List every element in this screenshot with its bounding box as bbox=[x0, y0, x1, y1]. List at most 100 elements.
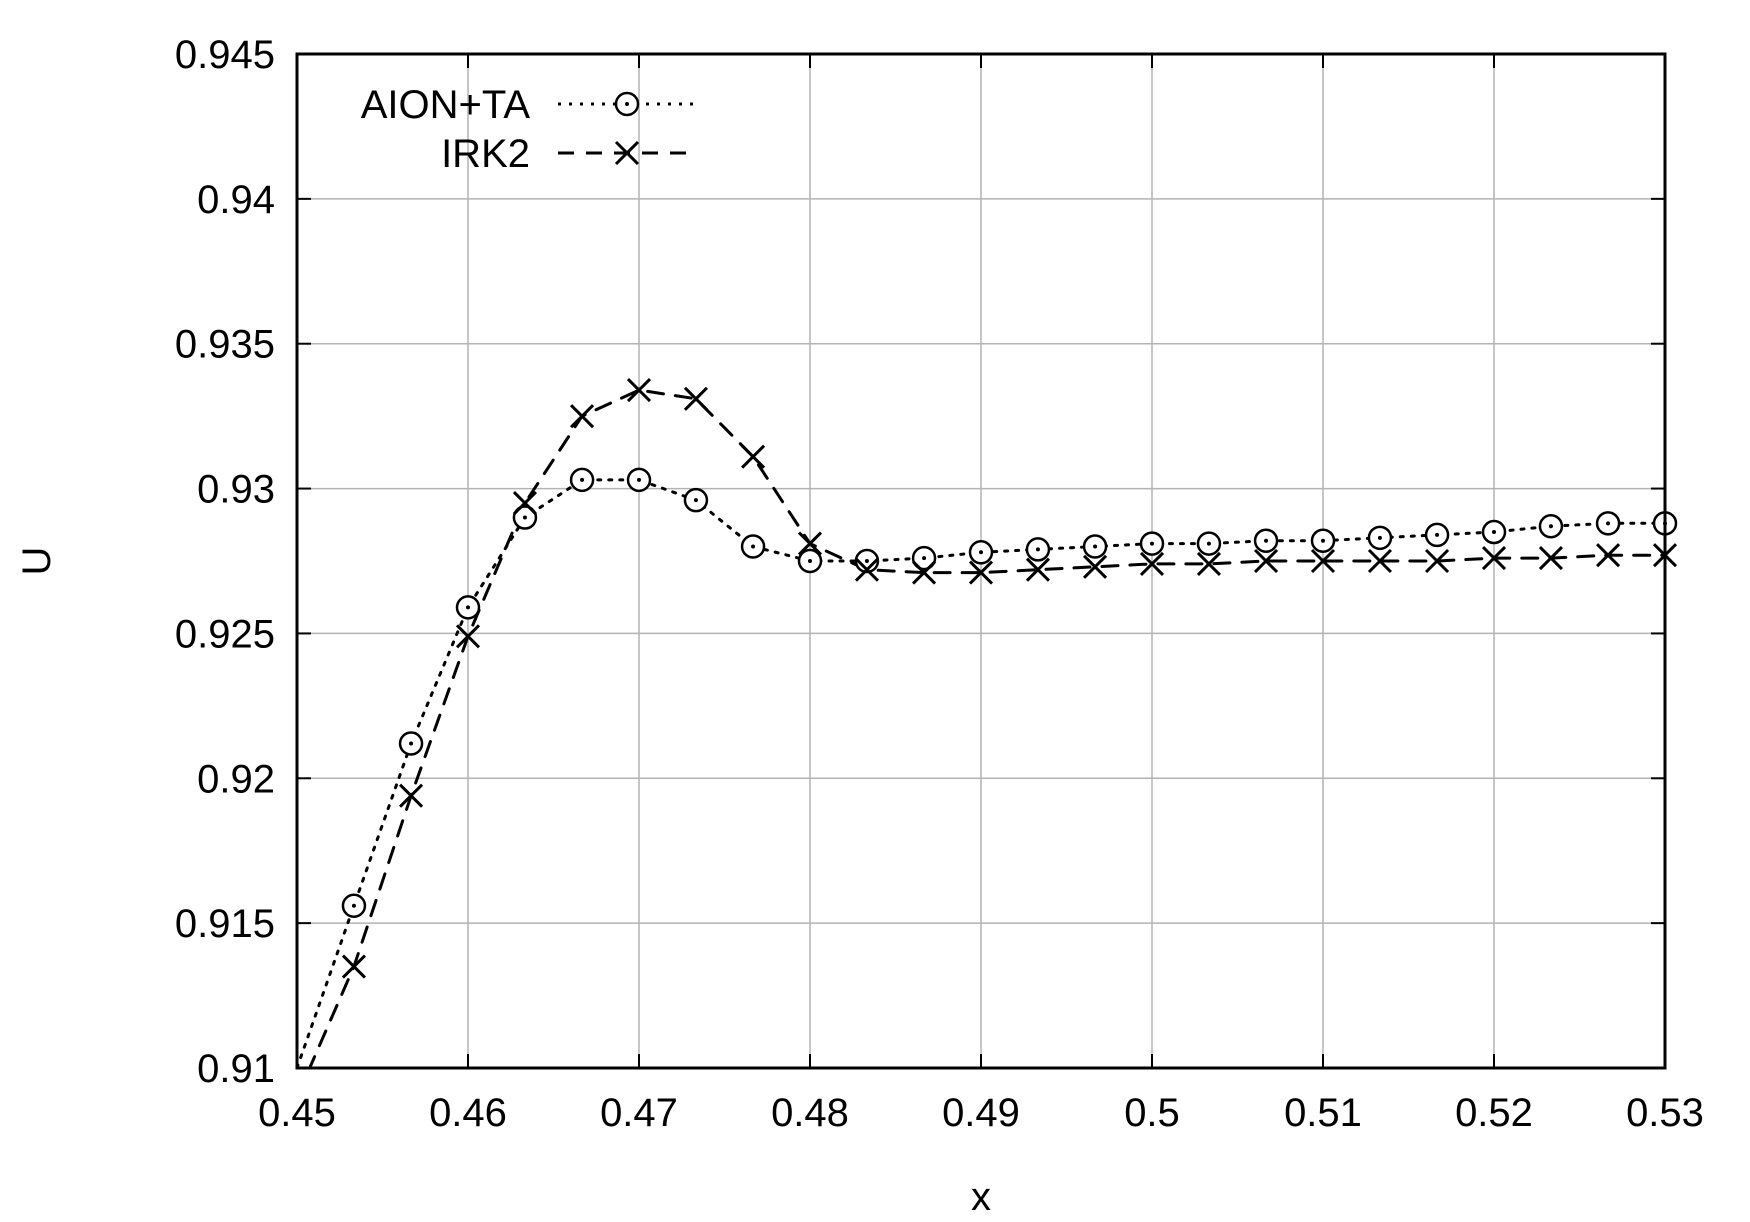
data-point-1-4 bbox=[512, 490, 538, 516]
x-tick-label: 0.49 bbox=[942, 1091, 1020, 1135]
tick-labels: 0.45 0.46 0.47 0.48 0.49 0.5 0.51 0.52 0.53 0.91 0… bbox=[175, 33, 1704, 1135]
data-point-0-18-dot bbox=[1321, 538, 1325, 543]
data-point-0-15 bbox=[1139, 531, 1165, 556]
data-point-0-11-dot bbox=[922, 556, 927, 561]
data-point-0-3 bbox=[455, 595, 481, 620]
data-point-0-5-dot bbox=[580, 477, 585, 482]
y-axis-label: U bbox=[15, 547, 59, 576]
data-point-1-19 bbox=[1367, 548, 1393, 574]
y-tick-label: 0.93 bbox=[197, 468, 275, 512]
y-tick-label: 0.925 bbox=[175, 612, 275, 656]
data-point-0-14-dot bbox=[1093, 544, 1098, 549]
data-point-0-2 bbox=[398, 731, 424, 756]
data-point-1-11 bbox=[911, 560, 937, 585]
data-point-1-18 bbox=[1310, 548, 1336, 574]
data-point-1-5 bbox=[569, 404, 595, 429]
x-tick-label: 0.52 bbox=[1455, 1091, 1533, 1135]
y-tick-label: 0.91 bbox=[197, 1047, 275, 1091]
data-point-0-6 bbox=[626, 467, 652, 493]
data-point-0-10 bbox=[854, 548, 880, 574]
data-point-1-17 bbox=[1253, 548, 1279, 574]
data-point-1-14 bbox=[1082, 554, 1108, 579]
legend-marker-0-dot bbox=[625, 102, 629, 106]
data-point-1-13 bbox=[1025, 557, 1051, 582]
data-point-0-12 bbox=[968, 540, 994, 565]
y-tick-label: 0.915 bbox=[175, 902, 275, 946]
x-tick-label: 0.46 bbox=[429, 1091, 507, 1135]
data-point-1-3 bbox=[455, 624, 481, 649]
legend-label-aion-ta: AION+TA bbox=[361, 83, 531, 127]
data-point-1-6 bbox=[626, 378, 652, 403]
data-point-0-7-dot bbox=[693, 498, 698, 503]
data-point-1-15 bbox=[1139, 551, 1165, 576]
data-point-0-11 bbox=[911, 545, 937, 571]
data-point-0-9-dot bbox=[808, 559, 812, 563]
data-point-0-4-dot bbox=[522, 515, 527, 520]
data-point-0-22 bbox=[1538, 513, 1564, 539]
data-point-1-2 bbox=[398, 783, 424, 808]
data-point-0-20-dot bbox=[1435, 532, 1440, 537]
data-point-0-12-dot bbox=[979, 550, 983, 555]
data-point-1-22 bbox=[1538, 546, 1564, 571]
data-point-0-8-dot bbox=[751, 544, 756, 549]
data-point-1-20 bbox=[1424, 548, 1450, 574]
y-tick-label: 0.935 bbox=[175, 323, 275, 367]
x-tick-label: 0.47 bbox=[600, 1091, 678, 1135]
legend-marker-0 bbox=[614, 91, 640, 117]
data-point-0-19-dot bbox=[1377, 535, 1382, 540]
data-point-1-1 bbox=[341, 954, 367, 979]
x-tick-label: 0.5 bbox=[1124, 1091, 1180, 1135]
data-point-0-17 bbox=[1253, 528, 1279, 553]
x-tick-label: 0.51 bbox=[1284, 1091, 1362, 1135]
data-point-1-8 bbox=[740, 444, 766, 469]
data-point-0-22-dot bbox=[1548, 524, 1553, 529]
marker-layer bbox=[341, 378, 1678, 979]
data-point-0-16 bbox=[1196, 531, 1222, 556]
y-tick-label: 0.94 bbox=[197, 178, 275, 222]
data-point-0-17-dot bbox=[1264, 538, 1269, 543]
y-tick-label: 0.945 bbox=[175, 33, 275, 77]
data-point-0-6-dot bbox=[637, 477, 641, 482]
data-point-0-15-dot bbox=[1150, 541, 1154, 546]
data-point-1-21 bbox=[1481, 546, 1507, 571]
data-point-0-23 bbox=[1595, 511, 1621, 536]
data-point-0-8 bbox=[740, 534, 766, 559]
data-point-0-13 bbox=[1025, 537, 1051, 562]
x-tick-label: 0.48 bbox=[771, 1091, 849, 1135]
data-point-0-21 bbox=[1481, 519, 1507, 545]
y-tick-label: 0.92 bbox=[197, 757, 275, 801]
data-point-0-13-dot bbox=[1035, 547, 1040, 552]
legend: AION+TA IRK2 bbox=[361, 83, 693, 176]
legend-sample-aion-ta bbox=[558, 91, 693, 117]
ticks bbox=[296, 53, 1666, 1069]
data-point-0-19 bbox=[1367, 525, 1393, 551]
data-point-1-23 bbox=[1595, 543, 1621, 568]
data-point-1-10 bbox=[854, 557, 880, 582]
data-point-0-2-dot bbox=[409, 741, 414, 746]
x-tick-label: 0.45 bbox=[258, 1091, 336, 1135]
legend-marker-1 bbox=[614, 140, 640, 166]
data-point-0-3-dot bbox=[466, 605, 470, 610]
data-point-0-21-dot bbox=[1492, 530, 1496, 535]
x-axis-label: x bbox=[971, 1175, 991, 1219]
data-point-0-23-dot bbox=[1606, 521, 1611, 526]
data-point-0-16-dot bbox=[1206, 541, 1211, 546]
data-point-1-7 bbox=[683, 386, 709, 411]
data-point-1-12 bbox=[968, 560, 994, 585]
data-point-0-18 bbox=[1310, 528, 1336, 553]
data-point-0-10-dot bbox=[864, 559, 869, 563]
data-point-0-9 bbox=[797, 548, 823, 574]
data-point-0-1-dot bbox=[351, 903, 356, 908]
data-point-0-4 bbox=[512, 505, 538, 530]
legend-label-irk2: IRK2 bbox=[441, 132, 530, 176]
data-point-0-7 bbox=[683, 487, 709, 513]
data-point-1-9 bbox=[797, 531, 823, 556]
data-point-0-5 bbox=[569, 467, 595, 493]
data-point-0-1 bbox=[341, 893, 367, 919]
x-tick-label: 0.53 bbox=[1626, 1091, 1704, 1135]
data-point-1-16 bbox=[1196, 551, 1222, 576]
data-point-0-14 bbox=[1082, 534, 1108, 559]
legend-sample-irk2 bbox=[558, 140, 693, 166]
